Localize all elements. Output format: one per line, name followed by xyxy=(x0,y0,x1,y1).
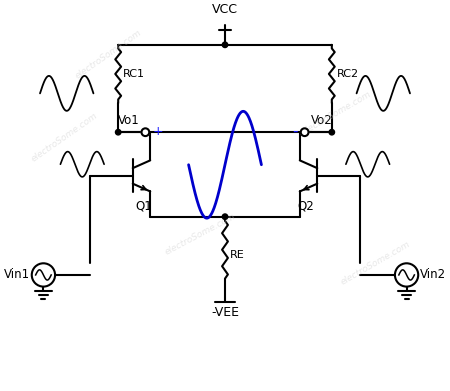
Circle shape xyxy=(329,129,334,135)
Text: Q2: Q2 xyxy=(297,199,315,212)
Text: Vin1: Vin1 xyxy=(4,269,30,282)
Circle shape xyxy=(301,128,309,136)
Text: RC2: RC2 xyxy=(337,69,359,79)
Text: +: + xyxy=(152,125,163,138)
Circle shape xyxy=(116,129,121,135)
Text: electroSome.com: electroSome.com xyxy=(74,28,144,81)
Text: -VEE: -VEE xyxy=(211,306,239,319)
Text: Vin2: Vin2 xyxy=(420,269,446,282)
Text: electroSome.com: electroSome.com xyxy=(339,240,412,287)
Text: VCC: VCC xyxy=(212,3,238,16)
Text: electroSome.com: electroSome.com xyxy=(300,89,373,136)
Text: Q1: Q1 xyxy=(135,199,153,212)
Text: RC1: RC1 xyxy=(123,69,145,79)
Text: electroSome.com: electroSome.com xyxy=(164,212,238,256)
Circle shape xyxy=(222,214,228,219)
Text: -: - xyxy=(292,124,298,139)
Text: electroSome.com: electroSome.com xyxy=(30,111,99,163)
Text: RE: RE xyxy=(230,249,245,260)
Text: Vo2: Vo2 xyxy=(310,114,332,127)
Circle shape xyxy=(141,128,149,136)
Text: Vo1: Vo1 xyxy=(118,114,140,127)
Circle shape xyxy=(222,42,228,48)
